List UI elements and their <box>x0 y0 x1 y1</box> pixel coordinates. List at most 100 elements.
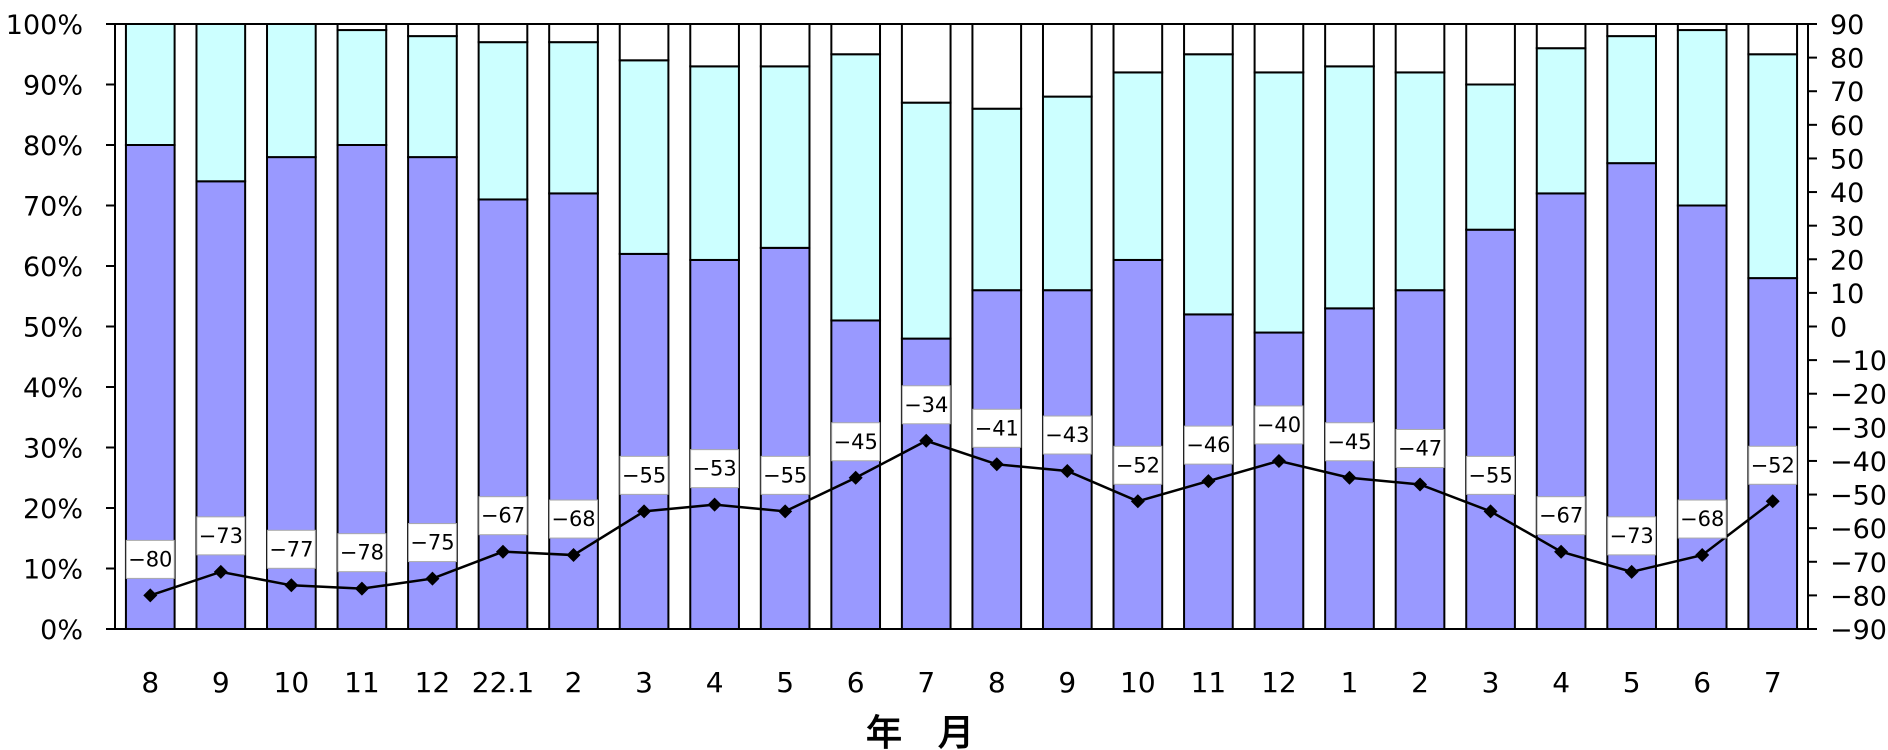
data-label: −40 <box>1257 413 1301 437</box>
category-label: 10 <box>274 666 310 699</box>
data-label: −55 <box>1468 463 1512 487</box>
data-label: −55 <box>622 463 666 487</box>
data-label-box <box>690 449 740 489</box>
bar-segment-1 <box>477 198 529 630</box>
bar-segment-2 <box>1253 71 1305 334</box>
data-label: −77 <box>269 537 313 561</box>
line-point <box>637 504 652 519</box>
right-tick-label: 60 <box>1830 111 1864 142</box>
line-point <box>425 571 440 586</box>
category-label: 3 <box>1482 666 1500 699</box>
right-tick-label: −90 <box>1830 615 1887 646</box>
bar-segment-2 <box>548 41 599 195</box>
bar-segment-2 <box>830 53 882 322</box>
line-point <box>707 497 722 512</box>
plot-area <box>115 24 1808 629</box>
data-label-box <box>196 516 246 556</box>
bar-segment-1 <box>1535 192 1587 630</box>
line-point <box>495 544 510 559</box>
data-label-box <box>478 496 528 536</box>
line-point <box>1342 470 1357 485</box>
right-tick-label: 70 <box>1830 77 1864 108</box>
data-label-box <box>901 385 951 425</box>
data-label: −43 <box>1045 423 1089 447</box>
bar-segment-2 <box>1041 95 1093 292</box>
data-label-box <box>1324 422 1374 462</box>
right-tick-label: −80 <box>1830 581 1887 612</box>
left-tick-label: 0% <box>40 615 83 646</box>
data-label-box <box>1466 455 1516 495</box>
data-label: −47 <box>1398 436 1442 460</box>
data-label-box <box>407 523 457 563</box>
bar-segment-1 <box>1676 204 1728 630</box>
data-label-box <box>972 408 1022 448</box>
right-tick-label: 90 <box>1830 10 1864 41</box>
bar-segment-2 <box>1324 65 1375 310</box>
right-tick-label: −50 <box>1830 481 1887 512</box>
category-label: 6 <box>847 666 865 699</box>
right-tick-label: 0 <box>1830 313 1847 344</box>
left-tick-label: 90% <box>23 71 83 102</box>
category-label: 7 <box>917 666 935 699</box>
category-label: 4 <box>706 666 724 699</box>
line-point <box>284 578 299 593</box>
bar-segment-3 <box>1183 23 1234 56</box>
category-label: 3 <box>635 666 653 699</box>
data-labels: −80 −73 −77 −78 −75 −67 −68 −55 −53 −55 −45 −34 −41 −… <box>125 385 1798 579</box>
category-label: 6 <box>1693 666 1711 699</box>
data-label: −55 <box>763 463 807 487</box>
category-label: 22.1 <box>472 666 534 699</box>
right-tick-label: −40 <box>1830 447 1887 478</box>
data-label: −34 <box>904 393 948 417</box>
bar-segment-3 <box>1747 23 1799 56</box>
left-tick-label: 20% <box>23 494 83 525</box>
right-tick-label: 40 <box>1830 178 1864 209</box>
category-label: 10 <box>1120 666 1156 699</box>
bar-segment-2 <box>1465 83 1516 231</box>
line-point <box>1624 564 1639 579</box>
left-tick-label: 30% <box>23 434 83 465</box>
right-tick-label: 20 <box>1830 245 1864 276</box>
right-tick-label: −60 <box>1830 514 1887 545</box>
data-label: −46 <box>1186 433 1230 457</box>
category-label: 11 <box>344 666 380 699</box>
bar-segment-3 <box>900 23 952 104</box>
line-point <box>1060 464 1075 479</box>
category-label: 9 <box>212 666 230 699</box>
line-point <box>566 548 581 563</box>
category-label: 12 <box>415 666 451 699</box>
bar-segment-3 <box>689 23 740 68</box>
line-point <box>1413 477 1428 492</box>
bar-segment-2 <box>477 41 529 201</box>
bar-segment-2 <box>1112 71 1164 261</box>
line-point <box>1554 544 1569 559</box>
bar-segment-1 <box>689 258 740 630</box>
data-label-box <box>1183 425 1233 465</box>
line-point <box>1695 548 1710 563</box>
left-tick-label: 100% <box>6 10 83 41</box>
data-label-box <box>1536 496 1586 536</box>
data-label-box <box>1748 445 1798 485</box>
bar-segment-1 <box>1112 258 1164 630</box>
data-label-box <box>1254 405 1304 445</box>
data-label-box <box>619 455 669 495</box>
data-label: −67 <box>481 504 525 528</box>
bar-segment-3 <box>759 23 811 68</box>
bar-segment-2 <box>336 29 388 146</box>
bar-segment-2 <box>1676 29 1728 207</box>
data-label: −67 <box>1539 504 1583 528</box>
data-label-box <box>266 529 316 569</box>
category-label: 5 <box>1623 666 1641 699</box>
data-label-box <box>125 539 175 579</box>
line-point <box>1201 474 1216 489</box>
right-tick-label: −70 <box>1830 548 1887 579</box>
bar-segment-2 <box>900 101 952 340</box>
bar-segment-1 <box>1041 289 1093 630</box>
bar-segment-2 <box>759 65 811 249</box>
category-label: 1 <box>1341 666 1359 699</box>
category-label: 7 <box>1764 666 1782 699</box>
bar-segment-1 <box>1465 228 1516 630</box>
bar-segment-3 <box>830 23 882 56</box>
right-tick-label: 30 <box>1830 212 1864 243</box>
line-point <box>919 433 934 448</box>
